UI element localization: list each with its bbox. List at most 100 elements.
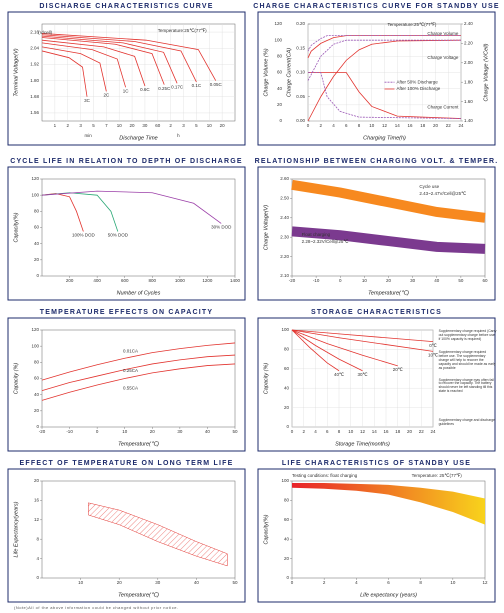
y-tick-label: 20 xyxy=(34,257,40,262)
x-tick-label: 10 xyxy=(362,278,368,283)
x-tick-label: 1000 xyxy=(175,278,186,283)
x-tick-label: 10 xyxy=(207,123,213,128)
y-tick-label: 20 xyxy=(284,556,290,561)
x-tick-label: 8 xyxy=(338,429,341,434)
x-tick-label: 10 xyxy=(117,123,123,128)
x-tick-label: 10 xyxy=(348,429,354,434)
y-tick-label: 1.80 xyxy=(464,79,473,84)
curve xyxy=(41,46,107,92)
series-label: 30℃ xyxy=(357,372,368,377)
x-tick-label: 30 xyxy=(177,429,183,434)
y-tick-label: 2.40 xyxy=(464,21,473,26)
x-tick-label: 20 xyxy=(386,278,392,283)
chart-title: CYCLE LIFE IN RELATION TO DEPTH OF DISCH… xyxy=(10,158,243,165)
y-tick-label: 100 xyxy=(274,37,282,42)
x-axis-label: Storage Time(months) xyxy=(335,441,390,447)
x-tick-label: 40 xyxy=(205,429,211,434)
y-tick-label: 60 xyxy=(284,517,290,522)
x-tick-label: 20 xyxy=(130,123,136,128)
curve xyxy=(308,72,462,119)
y-tick-label: 2.40 xyxy=(280,215,289,220)
y-tick-label: 16 xyxy=(34,498,40,503)
series-label: 0.55CA xyxy=(123,385,138,390)
x-axis-label: Life expectancy (years) xyxy=(360,592,417,598)
x-tick-label: 14 xyxy=(395,123,401,128)
plot-area xyxy=(41,178,236,277)
y-tick-label: 1.80 xyxy=(30,78,39,83)
curve xyxy=(291,329,434,352)
curve xyxy=(41,342,236,381)
y-tick-label: 0 xyxy=(36,575,39,580)
curve xyxy=(41,50,88,97)
curve xyxy=(41,190,222,224)
y-tick-label: 100 xyxy=(31,343,39,348)
series-label: 100% DOD xyxy=(72,233,96,238)
x-tick-label: 6 xyxy=(345,123,348,128)
x-tick-label: 0 xyxy=(291,429,294,434)
series-label: 1C xyxy=(123,89,130,94)
x-tick-label: 10 xyxy=(369,123,375,128)
y-axis-label: Charge Voltage(V) xyxy=(263,205,269,251)
x-tick-label: 12 xyxy=(360,429,366,434)
x-tick-label: 1400 xyxy=(230,278,241,283)
x-tick-label: 10 xyxy=(450,580,456,585)
curve xyxy=(291,329,434,343)
x-tick-label: 3 xyxy=(79,123,82,128)
chart-title: STORAGE CHARACTERISTICS xyxy=(311,309,442,316)
y-tick-label: 0.00 xyxy=(296,118,305,123)
panel-border xyxy=(7,11,246,146)
x-tick-label: 2 xyxy=(302,429,305,434)
x-tick-label: 16 xyxy=(407,123,413,128)
x-axis-label: Charging Time(h) xyxy=(363,135,406,141)
chart-title: EFFECT OF TEMPERATURE ON LONG TERM LIFE xyxy=(20,460,234,467)
y-tick-label: 80 xyxy=(284,498,290,503)
y-tick-label: 12 xyxy=(34,517,40,522)
x-tick-label: 1 xyxy=(54,123,57,128)
y-tick-label: 0.05 xyxy=(296,94,305,99)
y-tick-label: 0.20 xyxy=(296,21,305,26)
curve xyxy=(291,329,398,367)
series-label: 3C xyxy=(84,98,91,103)
footer-note: (Note)All of the above information could… xyxy=(14,605,179,610)
x-tick-label: -10 xyxy=(313,278,320,283)
x-tick-label: 4 xyxy=(332,123,335,128)
annotation: Temperature:25℃(77℉) xyxy=(387,22,437,28)
y-axis-label: Capacity(%) xyxy=(13,212,19,242)
annotation: h xyxy=(177,132,180,138)
y-tick-label: 0 xyxy=(286,575,289,580)
y-tick-label: 1.92 xyxy=(30,62,39,67)
y-tick-label: 0 xyxy=(36,273,39,278)
y-tick-label: 40 xyxy=(284,536,290,541)
x-tick-label: 20 xyxy=(407,429,413,434)
x-tick-label: 5 xyxy=(92,123,95,128)
x-tick-label: 50 xyxy=(232,429,238,434)
x-axis-label: Temperature(℃) xyxy=(368,289,409,296)
y-tick-label: 20 xyxy=(34,408,40,413)
annotation: Testing conditions: float charging xyxy=(292,473,358,479)
y-tick-label: 40 xyxy=(284,385,290,390)
annotation: 2.28~2.32V/Cell@25℃ xyxy=(301,239,349,245)
y-tick-label: 4 xyxy=(36,556,39,561)
y-tick-label: 2.00 xyxy=(464,60,473,65)
curve xyxy=(41,39,146,87)
x-tick-label: 0 xyxy=(96,429,99,434)
y-tick-label: 2.20 xyxy=(464,41,473,46)
x-tick-label: 20 xyxy=(150,429,156,434)
x-tick-label: 18 xyxy=(395,429,401,434)
x-tick-label: 6 xyxy=(387,580,390,585)
x-tick-label: 4 xyxy=(314,429,317,434)
chart-title: TEMPERATURE EFFECTS ON CAPACITY xyxy=(40,309,213,316)
annotation: min xyxy=(84,132,92,138)
x-tick-label: 60 xyxy=(155,123,161,128)
annotation: Supplementary charge and discharge guide… xyxy=(438,418,495,427)
x-tick-label: 30 xyxy=(142,123,148,128)
x-tick-label: 24 xyxy=(430,429,436,434)
legend-label: After 100% Discharge xyxy=(397,86,441,91)
plot-area xyxy=(41,329,236,428)
y-tick-label: 20 xyxy=(277,102,283,107)
x-tick-label: 30 xyxy=(155,580,161,585)
annotation: (V/cell) xyxy=(38,29,53,35)
curve xyxy=(307,39,461,81)
y-tick-label: 80 xyxy=(34,209,40,214)
annotation: 2.43~2.47V/Cell@25℃ xyxy=(419,190,467,196)
